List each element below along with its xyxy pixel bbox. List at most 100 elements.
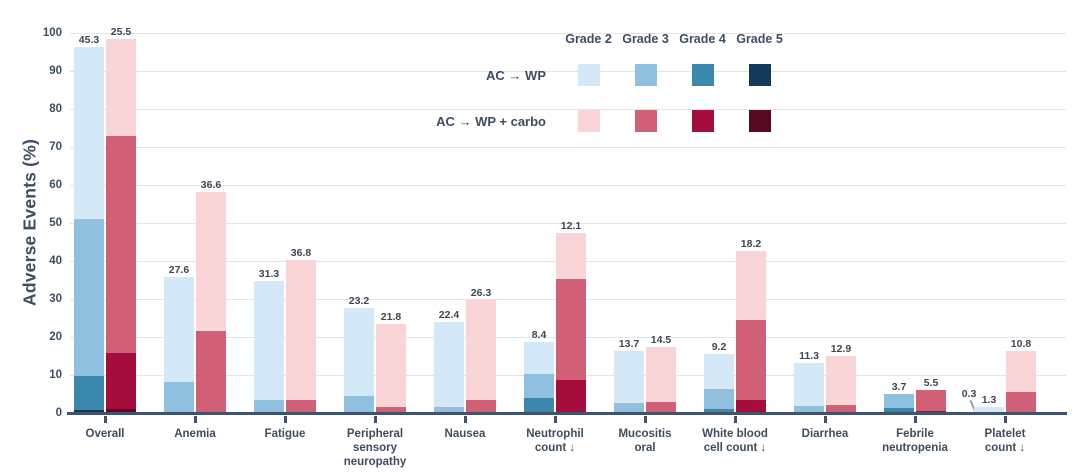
bar-segment [614,403,644,413]
bar-segment [106,352,136,409]
bar-segment [286,260,316,401]
bar-value-label: 36.8 [290,247,312,260]
y-tick-label: 40 [49,255,62,267]
bar-segment [1006,351,1036,393]
bar-segment [736,319,766,401]
bar-segment [344,395,374,413]
y-tick-label: 30 [49,293,62,305]
bar-segment [106,39,136,136]
bar-segment [884,394,914,409]
category-label: Febrile neutropenia [882,428,948,454]
legend-swatch-icon [748,110,771,132]
gridline [70,32,1066,34]
x-axis-tick [733,416,737,423]
bar-value-label: 21.8 [380,311,402,324]
legend-cell [731,98,788,144]
legend-cell [560,98,617,144]
bar-segment [556,379,586,413]
legend-grade-header: Grade 4 [679,32,726,46]
bar-value-label: 25.5 [110,26,132,39]
bar-segment [74,376,104,410]
bar-segment [646,401,676,413]
x-axis-tick [553,416,557,423]
bar-segment [556,278,586,380]
x-axis-tick [283,416,287,423]
legend-swatch-icon [577,110,600,132]
bar-segment [556,232,586,279]
x-axis-tick [103,416,107,423]
bar-segment [884,408,914,413]
legend-swatch-icon [577,64,600,86]
bar-segment [826,405,856,413]
bar-segment [466,400,496,413]
legend-swatch-icon [748,64,771,86]
bar-value-label: 8.4 [531,329,547,342]
legend-cell [560,52,617,98]
bar-segment [524,342,554,375]
bar-value-label: 14.5 [650,333,672,346]
y-tick-label: 70 [49,141,62,153]
bar-value-label: 31.3 [258,268,280,281]
category-label: Mucositis oral [618,428,672,454]
category-label: Anemia [174,428,216,440]
bar-segment [164,276,194,382]
bar-value-label: 5.5 [923,377,939,390]
category-label: Nausea [444,428,486,440]
bar-segment [736,400,766,413]
bar-segment [344,307,374,396]
y-tick-label: 0 [55,407,62,419]
bar-value-label: 0.3 [961,387,977,400]
x-axis-tick [463,416,467,423]
bar-segment [106,408,136,413]
legend-row-label: AC → WP + carbo [436,113,546,129]
bar-segment [434,406,464,413]
y-tick-label: 80 [49,103,62,115]
gridline [70,222,1066,224]
gridline [70,146,1066,148]
bar-value-label: 26.3 [470,287,492,300]
gridline [70,184,1066,186]
legend-grade-header: Grade 5 [736,32,783,46]
bar-segment [524,374,554,399]
gridline [70,70,1066,72]
bar-segment [466,300,496,401]
legend-cell [674,98,731,144]
bar-segment [286,400,316,413]
bar-segment [164,381,194,413]
bar-segment [74,409,104,413]
category-label: Overall [85,428,125,440]
bar-value-label: 45.3 [78,34,100,47]
legend-corner [425,30,560,52]
bar-value-label: 1.3 [981,393,997,406]
bar-segment [974,406,1004,412]
bar-value-label: 11.3 [799,350,819,363]
bar-segment [434,321,464,407]
bar-segment [524,398,554,413]
y-tick-label: 20 [49,331,62,343]
bar-value-label: 22.4 [438,308,460,321]
legend-cell [617,98,674,144]
bar-segment [916,390,946,412]
bar-segment [74,47,104,220]
bar-value-label: 23.2 [348,294,370,307]
x-axis-tick [1003,416,1007,423]
bar-segment [1006,392,1036,413]
bar-segment [376,324,406,407]
bar-value-label: 13.7 [618,338,640,351]
x-axis-tick [643,416,647,423]
bar-segment [196,191,226,331]
plot-area: 0102030405060708090100Overall0.88.941.34… [43,27,1067,468]
bar-segment [254,281,284,401]
legend-swatch-icon [691,64,714,86]
category-label: Fatigue [264,428,306,440]
legend-grade-header: Grade 2 [565,32,612,46]
gridline [70,108,1066,110]
x-axis-line [67,412,1067,415]
legend-cell [674,52,731,98]
category-label: Neutrophil count ↓ [526,428,584,454]
legend-cell [617,52,674,98]
bar-value-label: 12.9 [830,343,852,355]
legend-swatch-icon [691,110,714,132]
bar-segment [794,406,824,413]
